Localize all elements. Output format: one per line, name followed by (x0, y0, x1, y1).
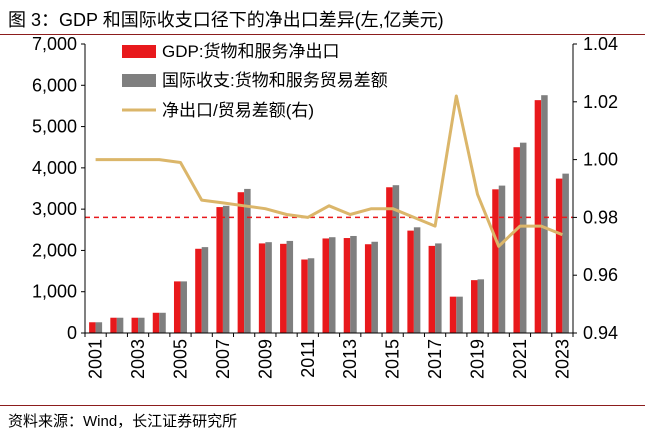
bar-gdp-2017 (428, 245, 436, 333)
legend-label: 国际收支:货物和服务贸易差额 (162, 71, 388, 90)
bar-gdp-2008 (237, 192, 245, 333)
bar-gdp-2005 (173, 281, 181, 333)
bar-bop-2004 (159, 312, 166, 333)
bar-gdp-2012 (322, 238, 329, 333)
source-note: 资料来源：Wind，长江证券研究所 (8, 413, 238, 430)
bar-gdp-2015 (386, 187, 393, 333)
bar-gdp-2022 (534, 100, 542, 333)
x-tick-label: 2017 (425, 339, 445, 379)
left-tick-label: 1,000 (32, 282, 77, 302)
legend-label: 净出口/贸易差额(右) (162, 101, 314, 120)
bar-bop-2011 (307, 258, 315, 333)
bar-gdp-2016 (407, 230, 414, 333)
right-tick-label: 0.94 (583, 323, 618, 343)
bar-bop-2015 (392, 185, 400, 333)
bar-bop-2012 (329, 237, 336, 333)
bar-gdp-2004 (152, 312, 160, 333)
bar-gdp-2023 (555, 178, 563, 333)
bar-gdp-2013 (343, 238, 351, 333)
bar-bop-2016 (413, 227, 421, 333)
x-tick-label: 2021 (510, 339, 530, 379)
bar-bop-2001 (95, 322, 103, 333)
right-tick-label: 1.04 (583, 34, 618, 54)
x-tick-label: 2023 (552, 339, 572, 379)
x-tick-label: 2007 (213, 339, 233, 379)
bar-gdp-2021 (513, 147, 520, 333)
left-tick-label: 3,000 (32, 199, 77, 219)
right-tick-label: 1.00 (583, 150, 618, 170)
bar-bop-2003 (138, 317, 145, 333)
right-tick-label: 1.02 (583, 92, 618, 112)
right-tick-label: 0.96 (583, 265, 618, 285)
title-bar: 图 3：GDP 和国际收支口径下的净出口差异(左,亿美元) (0, 0, 645, 35)
bar-gdp-2020 (492, 189, 499, 333)
legend-swatch-gdp (122, 45, 156, 58)
ratio-line (95, 94, 563, 248)
bar-bop-2022 (541, 95, 548, 334)
bar-bop-2009 (265, 242, 272, 333)
bar-gdp-2018 (449, 296, 457, 333)
bar-bop-2006 (201, 247, 209, 333)
legend-label: GDP:货物和服务净出口 (162, 42, 340, 61)
left-tick-label: 2,000 (32, 240, 77, 260)
left-tick-label: 4,000 (32, 158, 77, 178)
bar-gdp-2001 (89, 322, 96, 333)
bar-bop-2010 (286, 240, 294, 333)
bar-bop-2018 (456, 296, 463, 333)
bar-gdp-2014 (364, 244, 372, 333)
bar-bop-2005 (180, 281, 187, 333)
bar-gdp-2003 (131, 317, 139, 333)
left-tick-label: 5,000 (32, 117, 77, 137)
bar-gdp-2006 (195, 248, 202, 333)
bar-bop-2023 (562, 173, 569, 333)
legend-swatch-bop (122, 74, 156, 87)
left-tick-label: 7,000 (32, 34, 77, 54)
x-tick-label: 2009 (255, 339, 275, 379)
chart-title: 图 3：GDP 和国际收支口径下的净出口差异(左,亿美元) (8, 10, 444, 30)
bar-gdp-2010 (280, 243, 287, 333)
x-tick-label: 2011 (298, 339, 318, 378)
bar-bop-2007 (222, 205, 230, 333)
left-tick-label: 0 (67, 323, 77, 343)
x-tick-label: 2005 (170, 339, 190, 379)
bar-bop-2020 (498, 185, 506, 333)
bar-gdp-2002 (110, 317, 117, 333)
footer-divider (0, 405, 645, 406)
x-tick-label: 2015 (383, 339, 403, 379)
x-tick-label: 2003 (128, 339, 148, 379)
bar-bop-2013 (350, 235, 357, 333)
bar-gdp-2019 (471, 280, 478, 333)
bar-bop-2002 (116, 317, 124, 333)
right-tick-label: 0.98 (583, 207, 618, 227)
bar-bop-2019 (477, 279, 485, 333)
bar-bop-2017 (435, 243, 442, 333)
bar-bop-2008 (244, 188, 251, 333)
x-tick-label: 2001 (86, 339, 106, 379)
bar-gdp-2007 (216, 207, 223, 333)
bar-gdp-2009 (258, 243, 266, 333)
x-tick-label: 2013 (340, 339, 360, 379)
bar-gdp-2011 (301, 259, 308, 333)
left-tick-label: 6,000 (32, 75, 77, 95)
bar-bop-2021 (519, 142, 527, 333)
x-tick-label: 2019 (468, 339, 488, 379)
bar-bop-2014 (371, 241, 378, 333)
